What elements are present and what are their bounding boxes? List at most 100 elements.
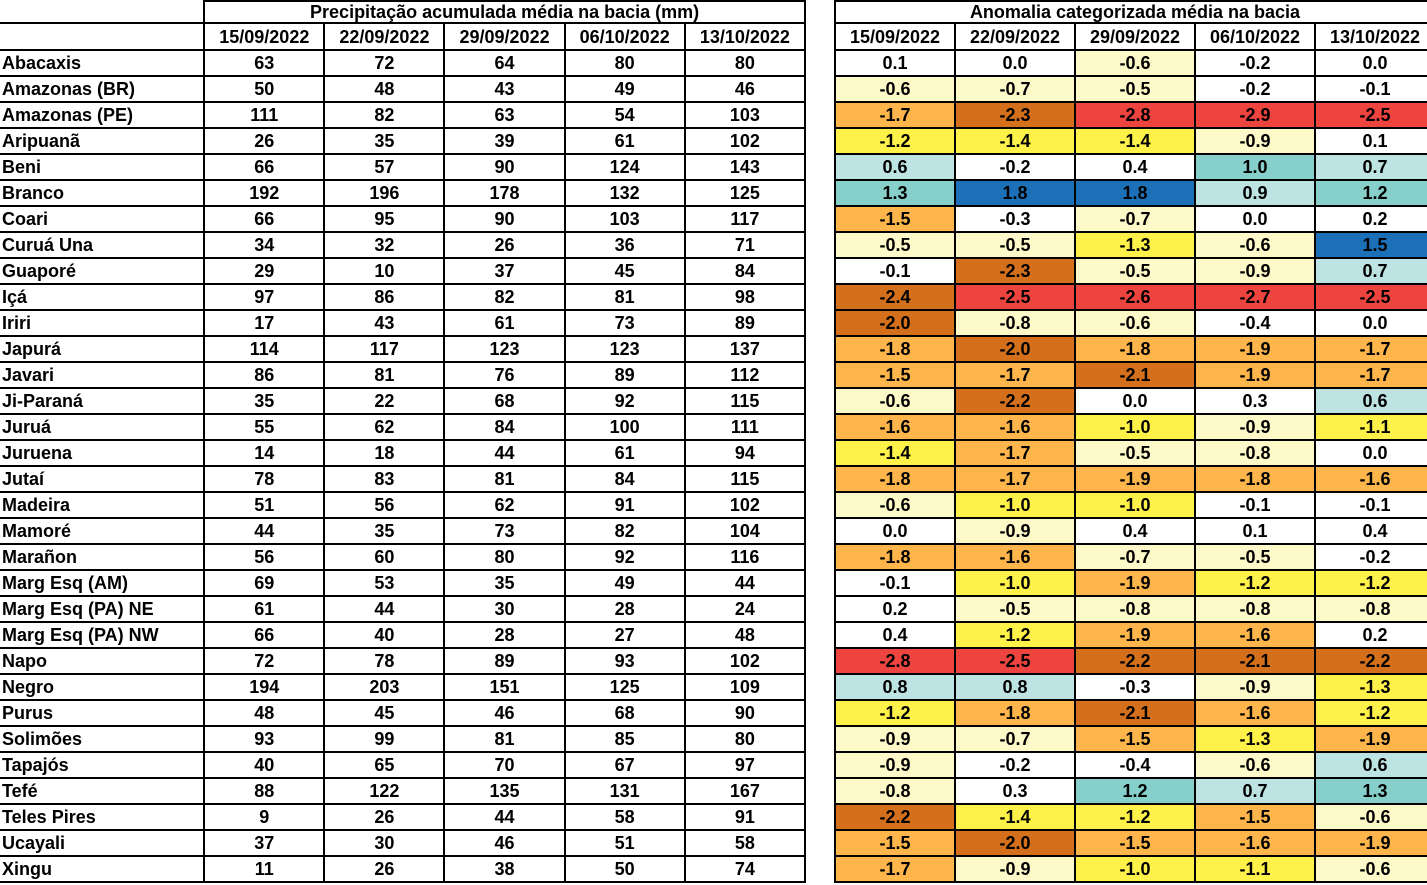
table-row: Juruá 55 62 84 100 111: [0, 413, 807, 441]
precip-cell: 117: [323, 335, 446, 363]
precip-cell: 51: [203, 491, 326, 519]
precip-cell: 49: [563, 75, 686, 103]
precip-cell: 78: [203, 465, 326, 493]
precip-cell: 39: [443, 127, 566, 155]
anomaly-cell: -0.8: [1074, 595, 1196, 623]
precip-cell: 100: [563, 413, 686, 441]
anomaly-cell: -1.4: [954, 803, 1076, 831]
precip-cell: 66: [203, 153, 326, 181]
anomaly-cell: 0.1: [1194, 517, 1316, 545]
precip-cell: 10: [323, 257, 446, 285]
anomaly-cell: -1.9: [1074, 465, 1196, 493]
precip-cell: 92: [563, 543, 686, 571]
anomaly-cell: -1.2: [1194, 569, 1316, 597]
anomaly-cell: -0.9: [1194, 673, 1316, 701]
precip-cell: 55: [203, 413, 326, 441]
anomaly-cell: -2.1: [1194, 647, 1316, 675]
anomaly-cell: -0.9: [1194, 413, 1316, 441]
table-row: Guaporé 29 10 37 45 84: [0, 257, 807, 285]
precip-cell: 72: [203, 647, 326, 675]
table-row: Marañon 56 60 80 92 116: [0, 543, 807, 571]
table-row: -1.8 -1.7 -1.9 -1.8 -1.6: [834, 465, 1427, 493]
anomaly-cell: -0.8: [1194, 595, 1316, 623]
precip-cell: 125: [683, 179, 807, 207]
precip-cell: 22: [323, 387, 446, 415]
anomaly-cell: -1.4: [1074, 127, 1196, 155]
anomaly-cell: -1.9: [1194, 335, 1316, 363]
basin-name: Xingu: [0, 855, 206, 883]
anomaly-cell: 1.8: [1074, 179, 1196, 207]
precip-cell: 38: [443, 855, 566, 883]
basin-name: Tapajós: [0, 751, 206, 779]
anomaly-cell: -0.7: [954, 725, 1076, 753]
precip-cell: 66: [203, 621, 326, 649]
precip-cell: 57: [323, 153, 446, 181]
basin-name: Amazonas (PE): [0, 101, 206, 129]
table-row: -0.5 -0.5 -1.3 -0.6 1.5: [834, 231, 1427, 259]
precip-cell: 46: [443, 699, 566, 727]
table-row: 0.4 -1.2 -1.9 -1.6 0.2: [834, 621, 1427, 649]
table-row: Xingu 11 26 38 50 74: [0, 855, 807, 883]
precip-cell: 90: [443, 205, 566, 233]
precip-cell: 194: [203, 673, 326, 701]
table-row: -2.4 -2.5 -2.6 -2.7 -2.5: [834, 283, 1427, 311]
basin-name: Curuá Una: [0, 231, 206, 259]
anomaly-cell: -1.6: [1194, 699, 1316, 727]
anomaly-cell: -1.5: [834, 361, 956, 389]
basin-name: Mamoré: [0, 517, 206, 545]
basin-name: Jutaí: [0, 465, 206, 493]
anomaly-cell: -1.7: [834, 855, 956, 883]
basin-name: Javari: [0, 361, 206, 389]
table-row: Marg Esq (PA) NW 66 40 28 27 48: [0, 621, 807, 649]
anomaly-cell: -1.1: [1313, 413, 1427, 441]
precip-cell: 48: [683, 621, 807, 649]
precip-cell: 35: [323, 127, 446, 155]
precip-cell: 63: [203, 49, 326, 77]
anomaly-cell: -2.0: [834, 309, 956, 337]
anomaly-cell: -1.3: [1074, 231, 1196, 259]
table-row: Amazonas (BR) 50 48 43 49 46: [0, 75, 807, 103]
anomaly-cell: -0.6: [1074, 49, 1196, 77]
anomaly-cell: 0.9: [1194, 179, 1316, 207]
table-row: Iriri 17 43 61 73 89: [0, 309, 807, 337]
basin-name: Iriri: [0, 309, 206, 337]
precip-cell: 28: [443, 621, 566, 649]
table-row: Madeira 51 56 62 91 102: [0, 491, 807, 519]
precip-cell: 89: [563, 361, 686, 389]
precip-cell: 63: [443, 101, 566, 129]
anomaly-cell: 0.4: [1074, 153, 1196, 181]
anomaly-cell: -0.1: [834, 257, 956, 285]
table-row: -1.5 -1.7 -2.1 -1.9 -1.7: [834, 361, 1427, 389]
table-row: -0.9 -0.2 -0.4 -0.6 0.6: [834, 751, 1427, 779]
table-row: Marg Esq (AM) 69 53 35 49 44: [0, 569, 807, 597]
basin-name: Beni: [0, 153, 206, 181]
precip-cell: 102: [683, 127, 807, 155]
precip-cell: 123: [443, 335, 566, 363]
anomaly-cell: -0.9: [954, 517, 1076, 545]
basin-name: Ucayali: [0, 829, 206, 857]
anomaly-cell: -2.5: [954, 283, 1076, 311]
anomaly-cell: -2.9: [1194, 101, 1316, 129]
anomaly-cell: -1.6: [1194, 621, 1316, 649]
anomaly-cell: 0.6: [834, 153, 956, 181]
basin-name: Juruena: [0, 439, 206, 467]
precip-cell: 54: [563, 101, 686, 129]
precip-cell: 117: [683, 205, 807, 233]
precip-cell: 90: [683, 699, 807, 727]
precip-cell: 111: [683, 413, 807, 441]
precip-cell: 76: [443, 361, 566, 389]
precip-cell: 95: [323, 205, 446, 233]
table-row: Içá 97 86 82 81 98: [0, 283, 807, 311]
table-row: -0.6 -2.2 0.0 0.3 0.6: [834, 387, 1427, 415]
table-row: Abacaxis 63 72 64 80 80: [0, 49, 807, 77]
precip-cell: 81: [323, 361, 446, 389]
precip-cell: 73: [563, 309, 686, 337]
anomaly-cell: -1.7: [1313, 335, 1427, 363]
table-row: -1.5 -2.0 -1.5 -1.6 -1.9: [834, 829, 1427, 857]
basin-name: Marg Esq (AM): [0, 569, 206, 597]
table-row: -1.7 -0.9 -1.0 -1.1 -0.6: [834, 855, 1427, 883]
anomaly-cell: 0.4: [1074, 517, 1196, 545]
anomaly-cell: -1.2: [954, 621, 1076, 649]
table-row: -0.6 -0.7 -0.5 -0.2 -0.1: [834, 75, 1427, 103]
precip-cell: 36: [563, 231, 686, 259]
